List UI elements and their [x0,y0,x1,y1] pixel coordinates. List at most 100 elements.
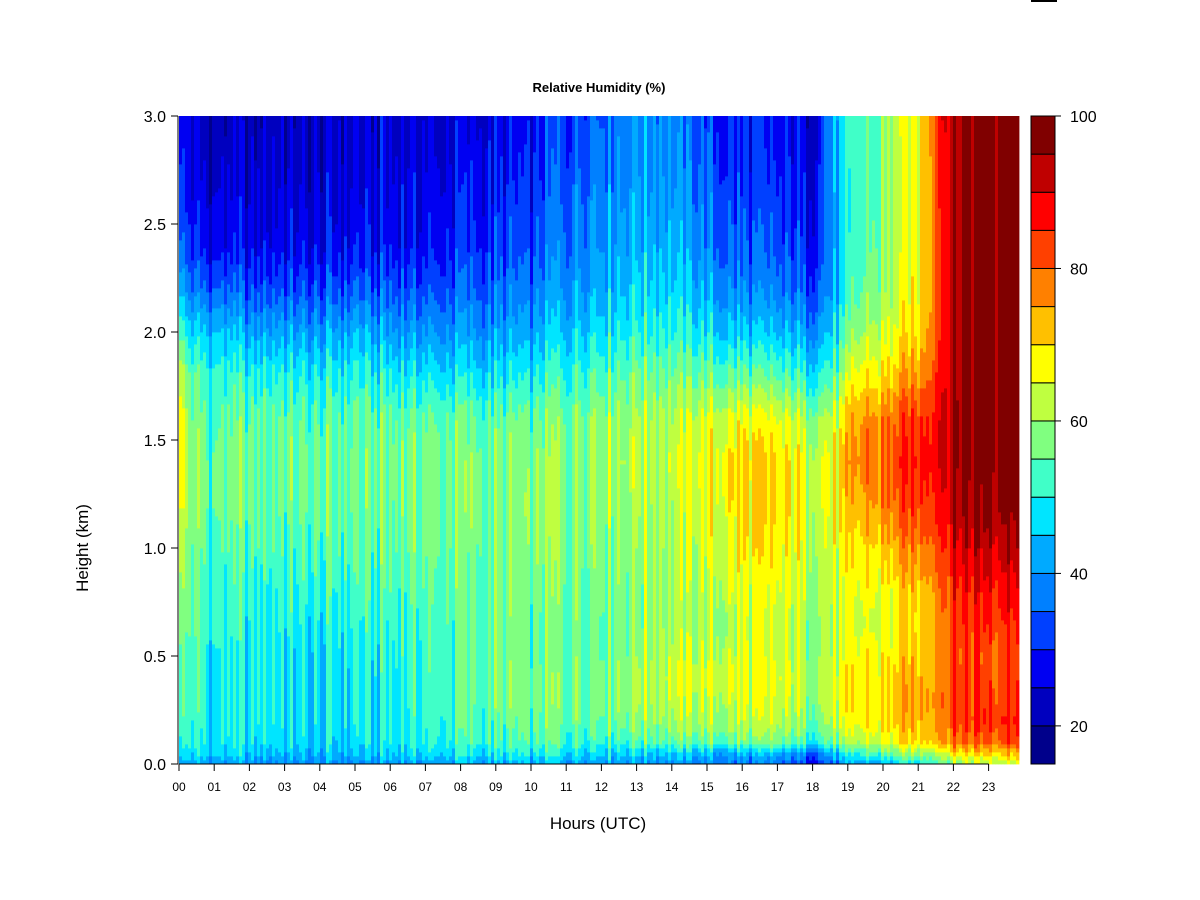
heatmap-cell [926,688,930,713]
heatmap-cell [875,592,879,641]
heatmap-cell [317,324,321,349]
heatmap-cell [323,560,327,645]
heatmap-cell [1013,116,1017,521]
heatmap-cell [842,752,846,757]
heatmap-cell [881,652,885,733]
heatmap-cell [482,284,486,329]
heatmap-column [389,116,393,765]
heatmap-cell [182,268,186,297]
heatmap-cell [665,676,669,681]
heatmap-cell [461,116,465,185]
heatmap-cell [797,220,801,289]
heatmap-cell [638,736,642,749]
heatmap-column [308,116,312,765]
heatmap-cell [626,360,630,405]
heatmap-cell [845,712,849,737]
heatmap-cell [872,388,876,413]
heatmap-cell [419,232,423,285]
heatmap-cell [287,116,291,169]
heatmap-cell [758,756,762,765]
heatmap-cell [332,588,336,737]
heatmap-cell [560,332,564,369]
heatmap-cell [392,444,396,501]
heatmap-cell [812,116,816,237]
heatmap-cell [440,196,444,277]
heatmap-cell [695,756,699,765]
heatmap-cell [236,372,240,421]
heatmap-cell [932,692,936,709]
heatmap-cell [365,508,369,633]
heatmap-cell [311,572,315,653]
heatmap-cell [887,544,891,585]
heatmap-cell [845,744,849,753]
heatmap-cell [221,252,225,281]
heatmap-cell [845,344,849,373]
heatmap-cell [752,736,756,745]
heatmap-cell [965,744,969,753]
heatmap-cell [236,196,240,265]
heatmap-cell [338,120,342,253]
heatmap-cell [383,588,387,741]
heatmap-cell [581,744,585,757]
heatmap-cell [767,268,771,309]
heatmap-cell [485,340,489,373]
heatmap-cell [182,116,186,149]
heatmap-cell [698,752,702,761]
heatmap-cell [593,740,597,753]
heatmap-cell [479,396,483,449]
heatmap-cell [650,116,654,193]
heatmap-cell [803,400,807,429]
heatmap-cell [878,404,882,525]
heatmap-cell [566,732,570,753]
heatmap-cell [617,400,621,585]
heatmap-cell [497,748,501,761]
heatmap-cell [194,636,198,749]
heatmap-cell [581,416,585,569]
heatmap-cell [773,396,777,417]
heatmap-cell [791,332,795,357]
heatmap-cell [791,672,795,685]
heatmap-cell [785,736,789,745]
heatmap-cell [425,432,429,557]
heatmap-cell [824,384,828,409]
heatmap-cell [569,116,573,153]
heatmap-cell [332,360,336,397]
heatmap-cell [365,760,369,765]
heatmap-column [740,116,744,765]
heatmap-cell [878,752,882,761]
heatmap-cell [848,464,852,533]
heatmap-cell [776,756,780,765]
heatmap-cell [911,116,915,277]
heatmap-cell [920,720,924,745]
heatmap-cell [314,724,318,757]
heatmap-cell [734,388,738,413]
heatmap-cell [1004,760,1008,765]
heatmap-cell [215,648,219,757]
heatmap-column [749,116,753,765]
heatmap-cell [389,244,393,281]
heatmap-cell [731,500,735,593]
heatmap-cell [341,260,345,297]
heatmap-cell [191,116,195,201]
heatmap-cell [338,752,342,765]
heatmap-cell [752,220,756,285]
heatmap-cell [974,604,978,737]
heatmap-cell [212,368,216,453]
heatmap-cell [236,292,240,317]
heatmap-column [581,116,585,765]
heatmap-cell [512,412,516,729]
heatmap-cell [878,376,882,405]
heatmap-cell [905,572,909,685]
heatmap-cell [815,412,819,449]
heatmap-column [995,116,999,765]
heatmap-cell [200,756,204,765]
heatmap-cell [818,416,822,617]
heatmap-cell [752,404,756,433]
heatmap-cell [503,116,507,197]
heatmap-cell [617,360,621,401]
heatmap-cell [311,404,315,573]
heatmap-column [875,116,879,765]
heatmap-cell [779,380,783,401]
heatmap-cell [218,648,222,757]
heatmap-cell [731,320,735,349]
